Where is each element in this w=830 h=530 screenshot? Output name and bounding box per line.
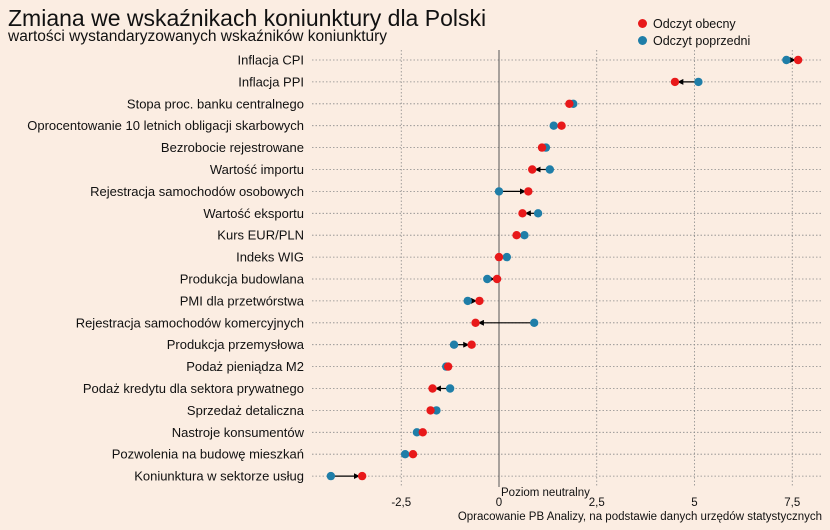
category-label: Inflacja CPI	[238, 53, 304, 68]
previous-reading-point	[449, 340, 459, 349]
previous-reading-point	[782, 55, 791, 65]
previous-reading-point	[432, 406, 441, 415]
current-reading-point	[467, 340, 476, 349]
previous-reading-point	[400, 450, 410, 459]
category-label: Koniunktura w sektorze usług	[134, 469, 304, 484]
previous-reading-point	[463, 296, 472, 306]
previous-reading-point	[445, 384, 455, 393]
legend-previous-label: Odczyt poprzedni	[653, 33, 751, 48]
previous-reading-point	[694, 77, 703, 87]
category-label: Rejestracja samochodów osobowych	[90, 184, 304, 199]
current-reading-point	[426, 406, 435, 415]
legend: Odczyt obecny Odczyt poprzedni	[638, 15, 750, 49]
category-label: Produkcja przemysłowa	[167, 337, 305, 352]
category-label: Rejestracja samochodów komercyjnych	[76, 315, 304, 330]
current-reading-point	[492, 274, 502, 284]
x-tick-label: 2,5	[589, 497, 605, 509]
current-reading-point	[524, 187, 533, 196]
current-reading-point	[557, 121, 566, 130]
current-reading-point	[512, 231, 521, 240]
category-label: Produkcja budowlana	[180, 272, 305, 287]
chart-subtitle: wartości wystandaryzowanych wskaźników k…	[8, 28, 388, 45]
category-label: Inflacja PPI	[238, 74, 304, 89]
category-label: Bezrobocie rejestrowane	[161, 140, 304, 155]
category-label: Nastroje konsumentów	[172, 425, 305, 440]
neutral-level-label: Poziom neutralny	[501, 487, 590, 499]
current-reading-point	[494, 252, 504, 262]
previous-reading-point	[412, 428, 422, 437]
category-label: Wartość eksportu	[203, 206, 304, 221]
current-reading-point	[528, 165, 537, 174]
legend-current-marker	[638, 19, 647, 28]
category-label: Stopa proc. banku centralnego	[127, 96, 304, 111]
previous-reading-point	[529, 318, 539, 327]
category-label: Podaż kredytu dla sektora prywatnego	[83, 381, 304, 396]
current-reading-point	[565, 99, 574, 109]
previous-reading-point	[549, 121, 558, 130]
current-reading-point	[670, 77, 680, 87]
current-reading-point	[475, 296, 484, 306]
previous-reading-point	[483, 274, 492, 284]
current-reading-point	[418, 428, 427, 437]
category-label: Kurs EUR/PLN	[217, 228, 304, 243]
x-tick-label: 0	[496, 497, 502, 509]
previous-reading-point	[502, 252, 512, 262]
current-reading-point	[471, 318, 480, 327]
current-reading-point	[408, 450, 418, 459]
current-reading-point	[793, 55, 803, 65]
category-label: Wartość importu	[210, 162, 304, 177]
category-label: Indeks WIG	[236, 250, 304, 265]
source-caption: Opracowanie PB Analizy, na podstawie dan…	[457, 511, 822, 523]
legend-current-label: Odczyt obecny	[653, 16, 736, 31]
previous-reading-point	[545, 165, 555, 174]
chart-title: Zmiana we wskaźnikach koniunktury dla Po…	[8, 5, 487, 31]
legend-item-current: Odczyt obecny	[638, 15, 750, 32]
category-label: Oprocentowanie 10 letnich obligacji skar…	[27, 118, 304, 133]
category-label: Pozwolenia na budowę mieszkań	[112, 447, 304, 462]
previous-reading-point	[520, 231, 529, 240]
x-tick-label: 5	[691, 497, 697, 509]
category-label: Sprzedaż detaliczna	[187, 403, 305, 418]
category-label: Podaż pieniądza M2	[186, 359, 304, 374]
previous-reading-point	[326, 471, 336, 481]
previous-reading-point	[494, 187, 504, 196]
current-reading-point	[518, 209, 527, 218]
current-reading-point	[443, 362, 453, 371]
current-reading-point	[537, 143, 547, 152]
previous-reading-point	[533, 209, 543, 218]
current-reading-point	[428, 384, 437, 393]
legend-previous-marker	[638, 36, 647, 45]
category-label: PMI dla przetwórstwa	[180, 293, 305, 308]
x-tick-label: 7,5	[784, 497, 800, 509]
x-tick-label: -2,5	[391, 497, 411, 509]
legend-item-previous: Odczyt poprzedni	[638, 32, 750, 49]
current-reading-point	[357, 471, 367, 481]
